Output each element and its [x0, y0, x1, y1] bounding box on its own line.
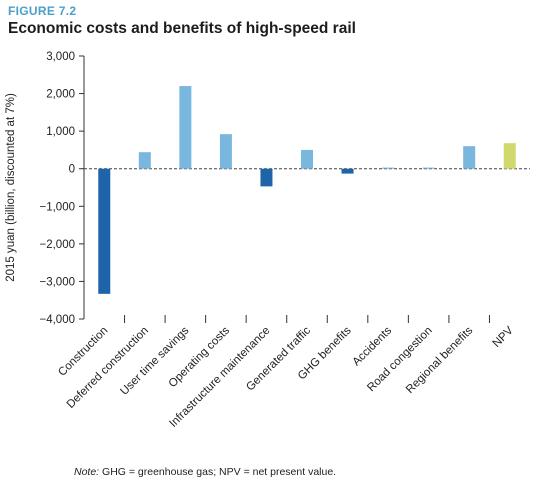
bar-10: [503, 143, 516, 169]
x-tick-label: Deferred construction: [65, 325, 151, 411]
bar-3: [219, 134, 232, 169]
bar-0: [98, 168, 111, 294]
y-tick-label: −2,000: [40, 239, 76, 251]
y-tick-label: 0: [69, 164, 75, 176]
x-tick-label: NPV: [491, 324, 516, 349]
note-prefix: Note:: [74, 466, 100, 478]
y-tick-label: −4,000: [40, 314, 76, 326]
y-axis-label: 2015 yuan (billion, discounted at 7%): [5, 93, 17, 282]
figure-label: FIGURE 7.2: [8, 4, 77, 18]
figure-note: Note: GHG = greenhouse gas; NPV = net pr…: [74, 466, 336, 478]
bar-1: [138, 152, 151, 169]
y-tick-label: 2,000: [46, 89, 75, 101]
note-text: GHG = greenhouse gas; NPV = net present …: [102, 466, 337, 478]
bar-5: [301, 149, 313, 169]
x-tick-label: User time savings: [118, 324, 191, 397]
y-tick-label: −1,000: [40, 201, 76, 213]
y-tick-label: 3,000: [46, 51, 75, 63]
bar-7: [382, 167, 395, 169]
bar-6: [341, 168, 354, 174]
y-tick-label: −3,000: [40, 276, 76, 288]
y-tick-label: 1,000: [46, 126, 75, 138]
bar-2: [179, 86, 192, 169]
figure-title: Economic costs and benefits of high-spee…: [8, 20, 356, 37]
bar-9: [463, 146, 476, 169]
bar-4: [260, 168, 273, 187]
bar-8: [422, 167, 435, 169]
